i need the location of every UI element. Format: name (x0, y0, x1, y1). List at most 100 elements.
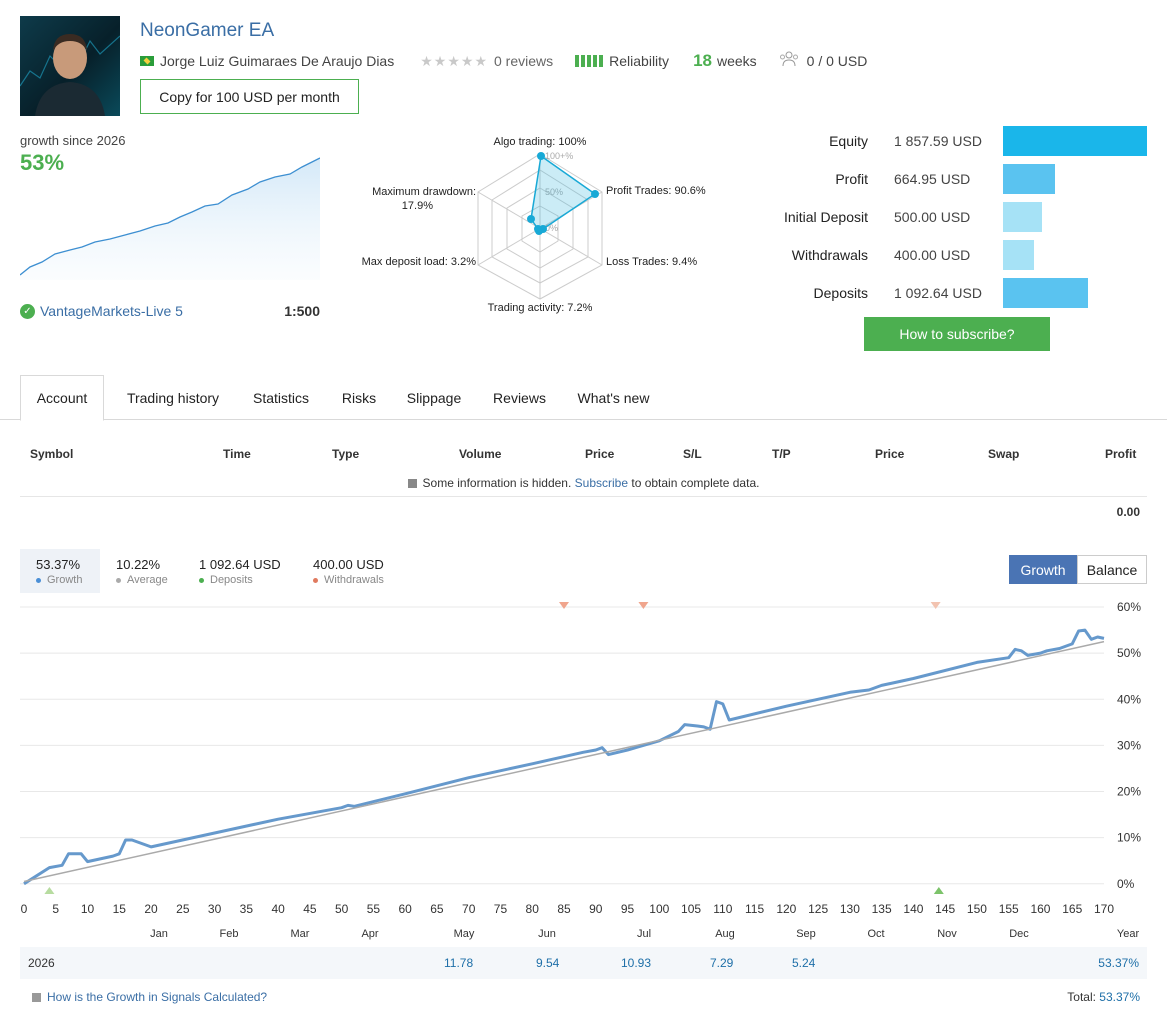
x-tick-14: 70 (462, 902, 476, 916)
month-sep-value[interactable]: 5.24 (792, 956, 816, 970)
copy-button[interactable]: Copy for 100 USD per month (140, 79, 359, 114)
toggle-growth[interactable]: Growth (1009, 555, 1077, 584)
x-tick-11: 55 (367, 902, 381, 916)
broker-name[interactable]: VantageMarkets-Live 5 (40, 303, 183, 319)
subscribers-value: 0 / 0 USD (806, 53, 868, 69)
summary-average[interactable]: 10.22% Average (116, 557, 168, 586)
col-price-close: Price (875, 447, 905, 461)
x-tick-13: 65 (430, 902, 444, 916)
x-tick-24: 120 (776, 902, 796, 916)
stat-bar-0 (1003, 126, 1147, 156)
month-label-0: Jan (150, 928, 168, 940)
y-tick-2: 20% (1117, 785, 1141, 799)
y-tick-1: 10% (1117, 831, 1141, 845)
x-tick-15: 75 (494, 902, 508, 916)
x-tick-9: 45 (303, 902, 317, 916)
month-label-9: Oct (867, 928, 884, 940)
radar-label-activity: Trading activity: 7.2% (488, 302, 593, 314)
stat-label-3: Withdrawals (791, 247, 868, 263)
month-jun-value[interactable]: 9.54 (536, 956, 560, 970)
x-tick-1: 5 (52, 902, 59, 916)
x-tick-30: 150 (967, 902, 987, 916)
reliability-label: Reliability (609, 53, 670, 69)
withdrawal-marker-2 (930, 602, 941, 609)
broker-server[interactable]: ✓ VantageMarkets-Live 5 (20, 303, 183, 319)
stat-bar-3 (1003, 240, 1034, 270)
stat-bar-2 (1003, 202, 1042, 232)
summary-withdrawals[interactable]: 400.00 USD Withdrawals (313, 557, 384, 586)
col-sl: S/L (683, 447, 702, 461)
y-tick-0: 0% (1117, 877, 1135, 891)
month-label-10: Nov (937, 928, 957, 940)
x-tick-17: 85 (557, 902, 571, 916)
deposits-dot-icon (199, 577, 204, 583)
reliability-bars-icon (575, 55, 604, 67)
signal-title[interactable]: NeonGamer EA (140, 20, 275, 41)
tab-risks[interactable]: Risks (341, 389, 377, 406)
author-link[interactable]: Jorge Luiz Guimaraes De Araujo Dias (160, 53, 395, 69)
month-may-value[interactable]: 11.78 (444, 956, 474, 970)
y-tick-5: 50% (1117, 646, 1141, 660)
month-label-3: Apr (361, 928, 378, 940)
radar-point-deposit (534, 225, 542, 233)
x-tick-21: 105 (681, 902, 701, 916)
x-tick-7: 35 (240, 902, 254, 916)
month-label-12: Year (1117, 928, 1140, 940)
radar-label-algo: Algo trading: 100% (494, 136, 587, 148)
growth-dot-icon (36, 577, 41, 583)
stat-value-2: 500.00 USD (894, 209, 971, 225)
col-time: Time (223, 447, 251, 461)
y-tick-4: 40% (1117, 692, 1141, 706)
x-tick-27: 135 (872, 902, 892, 916)
toggle-balance[interactable]: Balance (1077, 555, 1147, 584)
stat-label-2: Initial Deposit (783, 209, 868, 225)
stat-label-1: Profit (835, 171, 868, 187)
year-total-value[interactable]: 53.37% (1098, 956, 1139, 970)
tab-reviews[interactable]: Reviews (493, 389, 546, 406)
col-volume: Volume (459, 447, 502, 461)
x-tick-32: 160 (1030, 902, 1050, 916)
growth-calc-link[interactable]: How is the Growth in Signals Calculated? (32, 990, 267, 1004)
col-price-open: Price (585, 447, 615, 461)
summary-growth[interactable]: 53.37% Growth (20, 549, 100, 593)
tab-whats-new[interactable]: What's new (577, 389, 650, 406)
radar-chart: 100+% 50% 0% Algo trading: 100% Profit T… (362, 136, 706, 314)
x-tick-5: 25 (176, 902, 190, 916)
radar-ring-50: 50% (545, 187, 563, 197)
stat-value-1: 664.95 USD (894, 171, 971, 187)
x-tick-6: 30 (208, 902, 222, 916)
month-label-8: Sep (796, 928, 816, 940)
summary-deposits[interactable]: 1 092.64 USD Deposits (199, 557, 281, 586)
x-tick-18: 90 (589, 902, 603, 916)
tab-statistics[interactable]: Statistics (252, 389, 309, 406)
author-avatar[interactable] (20, 16, 120, 116)
radar-label-loss-trades: Loss Trades: 9.4% (606, 256, 697, 268)
lock-icon (407, 479, 417, 488)
radar-label-max-deposit: Max deposit load: 3.2% (362, 256, 477, 268)
reviews-count[interactable]: 0 reviews (494, 53, 554, 69)
x-tick-20: 100 (649, 902, 669, 916)
stat-label-0: Equity (829, 133, 868, 149)
stat-value-0: 1 857.59 USD (894, 133, 982, 149)
withdrawals-dot-icon (313, 577, 318, 583)
radar-ring-0: 0% (545, 223, 558, 233)
col-type: Type (332, 447, 360, 461)
month-label-5: Jun (538, 928, 556, 940)
col-symbol: Symbol (30, 447, 74, 461)
month-jul-value[interactable]: 10.93 (621, 956, 652, 970)
how-to-subscribe-button[interactable]: How to subscribe? (864, 317, 1050, 351)
x-tick-22: 110 (713, 902, 732, 916)
radar-label-profit-trades: Profit Trades: 90.6% (606, 185, 706, 197)
month-label-4: May (454, 928, 475, 940)
subscribe-link[interactable]: Subscribe (574, 476, 629, 490)
withdrawal-marker-0 (559, 602, 569, 609)
weeks-label: weeks (716, 53, 757, 69)
month-label-6: Jul (637, 928, 651, 940)
x-tick-34: 170 (1094, 902, 1114, 916)
tab-trading-history[interactable]: Trading history (126, 389, 220, 406)
tab-account[interactable]: Account (20, 375, 104, 421)
x-tick-25: 125 (808, 902, 828, 916)
month-aug-value[interactable]: 7.29 (710, 956, 734, 970)
tab-slippage[interactable]: Slippage (406, 389, 462, 406)
radar-label-max-dd: Maximum drawdown: (372, 186, 476, 198)
